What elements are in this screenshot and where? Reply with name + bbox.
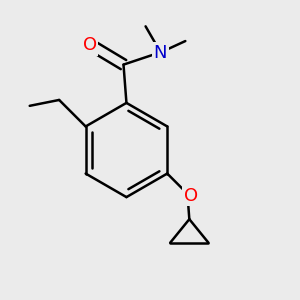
Text: N: N [154,44,167,62]
Text: O: O [82,37,97,55]
Text: O: O [184,187,198,205]
